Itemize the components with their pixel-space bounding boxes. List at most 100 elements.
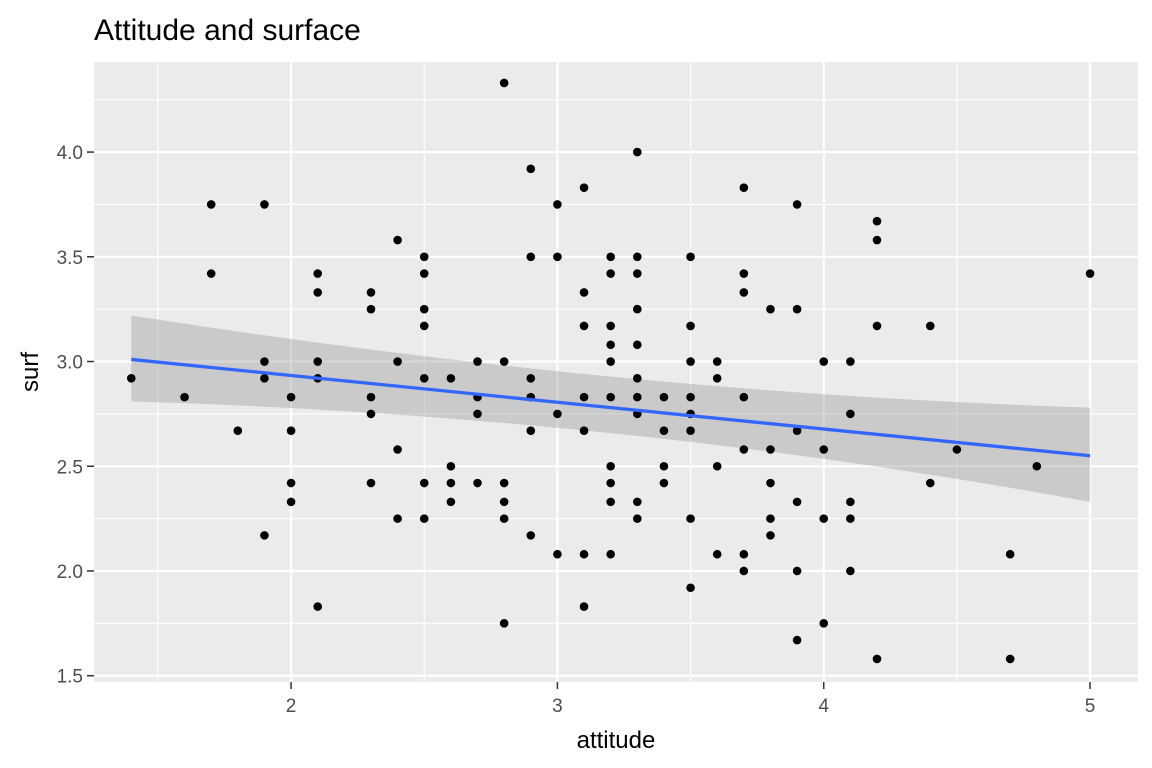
data-point [1032, 461, 1042, 471]
data-point [366, 304, 376, 314]
data-point [606, 357, 615, 366]
data-point [526, 426, 536, 435]
data-point [526, 252, 536, 262]
data-point [499, 514, 509, 523]
data-point [366, 409, 376, 419]
data-point [712, 357, 722, 366]
y-tick-label: 2.5 [57, 457, 83, 478]
data-point [659, 392, 669, 402]
data-point [313, 269, 323, 278]
data-point [792, 497, 802, 507]
data-point [126, 373, 136, 383]
data-point [579, 288, 589, 297]
data-point [233, 426, 243, 435]
data-point [526, 531, 536, 540]
data-point [499, 619, 509, 628]
data-point [526, 164, 536, 174]
y-axis-title: surf [17, 352, 44, 392]
y-tick-label: 4.0 [57, 143, 83, 164]
x-tick-label: 5 [1085, 696, 1096, 717]
data-point [553, 200, 562, 209]
data-point [633, 304, 642, 314]
data-point [606, 497, 615, 507]
data-point [419, 304, 429, 314]
data-point [766, 478, 775, 488]
data-point [846, 357, 855, 366]
data-point [739, 183, 749, 192]
data-point [846, 514, 855, 523]
data-point [659, 478, 669, 488]
data-point [419, 269, 429, 278]
data-point [606, 321, 615, 331]
data-point [473, 478, 482, 488]
data-point [925, 478, 935, 488]
data-point [739, 566, 749, 576]
data-point [792, 304, 802, 314]
data-point [606, 478, 615, 488]
data-point [366, 288, 376, 297]
data-point [286, 392, 296, 402]
data-point [792, 635, 802, 645]
data-point [286, 478, 296, 488]
data-point [499, 497, 509, 507]
data-point [206, 269, 216, 278]
data-point [499, 78, 509, 88]
data-point [739, 288, 749, 297]
data-point [419, 514, 429, 523]
data-point [553, 252, 562, 262]
data-point [633, 269, 642, 278]
data-point [553, 549, 562, 559]
data-point [872, 216, 882, 226]
data-point [792, 426, 802, 435]
data-point [766, 304, 775, 314]
data-point [393, 235, 402, 245]
data-point [846, 497, 855, 507]
y-tick-label: 3.0 [57, 353, 83, 374]
data-point [633, 252, 642, 262]
x-tick-label: 4 [818, 696, 829, 717]
data-point [712, 461, 722, 471]
data-point [313, 288, 323, 297]
data-point [686, 357, 695, 366]
data-point [366, 478, 376, 488]
data-point [473, 357, 482, 366]
data-point [579, 321, 589, 331]
data-point [686, 426, 695, 435]
data-point [819, 445, 829, 454]
data-point [633, 373, 642, 383]
data-point [206, 200, 216, 209]
data-point [606, 392, 615, 402]
data-point [1085, 269, 1095, 278]
data-point [419, 252, 429, 262]
data-point [1005, 549, 1015, 559]
x-tick-label: 3 [552, 696, 563, 717]
data-point [446, 497, 456, 507]
data-point [260, 357, 269, 366]
data-point [712, 549, 722, 559]
data-point [1005, 654, 1015, 664]
data-point [952, 445, 962, 454]
data-point [686, 252, 695, 262]
data-point [260, 200, 269, 209]
data-point [739, 549, 749, 559]
data-point [579, 426, 589, 435]
data-point [286, 497, 296, 507]
data-point [579, 602, 589, 611]
data-point [633, 497, 642, 507]
data-point [606, 461, 615, 471]
data-point [766, 514, 775, 523]
data-point [819, 619, 829, 628]
data-point [579, 392, 589, 402]
data-point [606, 549, 615, 559]
data-point [579, 549, 589, 559]
data-point [659, 426, 669, 435]
data-point [579, 183, 589, 192]
data-point [792, 566, 802, 576]
data-point [739, 392, 749, 402]
y-tick-label: 1.5 [57, 667, 83, 688]
data-point [419, 321, 429, 331]
x-axis: 2 3 4 5 [286, 682, 1096, 717]
data-point [766, 531, 775, 540]
y-axis: 1.5 2.0 2.5 3.0 3.5 4.0 [57, 143, 94, 688]
